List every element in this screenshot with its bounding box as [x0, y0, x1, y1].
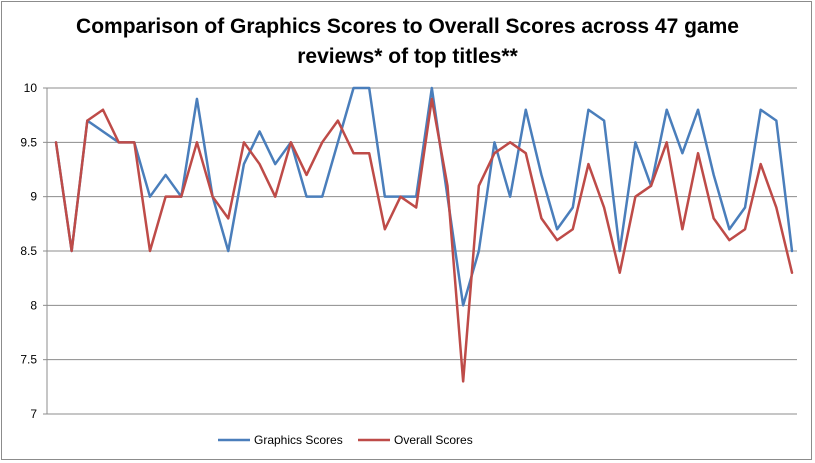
y-tick-label-4: 9: [30, 190, 37, 204]
chart-title-line-2: reviews* of top titles**: [297, 45, 518, 68]
chart-title-line-1: Comparison of Graphics Scores to Overall…: [76, 15, 739, 38]
series-line-overall-scores: [54, 97, 794, 383]
y-tick-label-6: 10: [24, 81, 38, 95]
y-tick-label-2: 8: [30, 298, 37, 312]
legend-label-1: Overall Scores: [394, 433, 473, 447]
series-line-graphics-scores: [54, 86, 794, 307]
gridlines: [47, 87, 797, 415]
axes: 7 7.5 8 8.5 9 9.5 10: [20, 81, 797, 421]
chart-title: Comparison of Graphics Scores to Overall…: [0, 12, 815, 72]
y-tick-label-5: 9.5: [20, 135, 37, 149]
y-tick-label-3: 8.5: [20, 244, 37, 258]
y-tick-label-1: 7.5: [20, 353, 37, 367]
y-tick-label-0: 7: [30, 407, 37, 421]
series-lines: [54, 86, 794, 383]
legend: Graphics Scores Overall Scores: [218, 433, 473, 447]
legend-label-0: Graphics Scores: [254, 433, 343, 447]
